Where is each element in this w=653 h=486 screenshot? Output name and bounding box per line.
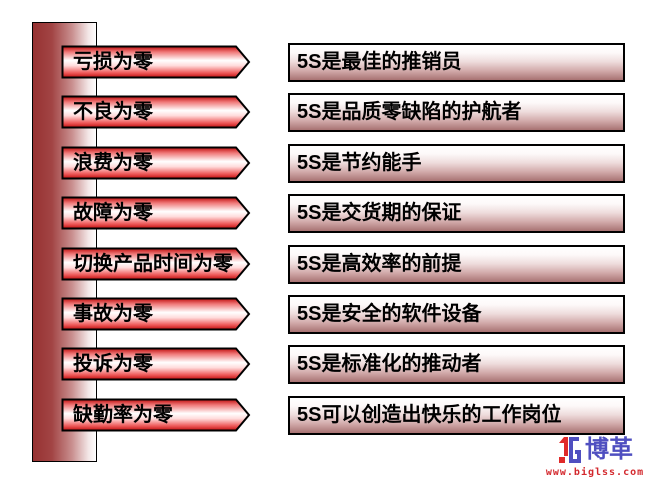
benefit-label: 5S是标准化的推动者 [297,353,482,376]
benefit-box: 5S是高效率的前提 [288,244,625,284]
zero-goal-label: 浪费为零 [73,151,153,174]
arrow-shape-icon [61,146,251,180]
left-gradient-bar [32,22,97,462]
benefit-box: 5S是最佳的推销员 [288,43,625,82]
diagram-row: 切换产品时间为零 5S是高效率的前提 [0,244,653,285]
zero-goal-label: 不良为零 [73,101,153,124]
zero-goal-arrow: 投诉为零 [61,347,251,381]
benefit-label: 5S是节约能手 [297,151,422,174]
zero-goal-arrow: 切换产品时间为零 [61,247,251,281]
zero-goal-arrow: 缺勤率为零 [61,398,251,432]
zero-goal-label: 投诉为零 [73,353,153,376]
diagram-row: 浪费为零 5S是节约能手 [0,143,653,184]
benefit-box: 5S是安全的软件设备 [288,295,625,334]
zero-goal-arrow: 亏损为零 [61,45,251,79]
benefit-box: 5S是标准化的推动者 [288,345,625,385]
arrow-shape-icon [61,398,251,432]
benefit-label: 5S是安全的软件设备 [297,303,482,325]
arrow-shape-icon [61,45,251,79]
diagram-row: 不良为零 5S是品质零缺陷的护航者 [0,93,653,133]
benefit-label: 5S是高效率的前提 [297,252,462,275]
arrow-shape-icon [61,196,251,230]
diagram-row: 缺勤率为零 5S可以创造出快乐的工作岗位 [0,395,653,436]
diagram-row: 亏损为零 5S是最佳的推销员 [0,43,653,83]
benefit-box: 5S是品质零缺陷的护航者 [288,93,625,133]
zero-goal-arrow: 故障为零 [61,196,251,230]
arrow-shape-icon [61,95,251,129]
diagram-row: 投诉为零 5S是标准化的推动者 [0,345,653,385]
benefit-label: 5S是交货期的保证 [297,202,462,225]
bg-logo-icon [559,437,581,463]
biglss-logo: 博革 www.biglss.com [541,436,649,482]
zero-goal-label: 切换产品时间为零 [73,252,233,275]
zero-goal-label: 故障为零 [73,202,153,225]
benefit-box: 5S是交货期的保证 [288,194,625,234]
benefit-box: 5S是节约能手 [288,143,625,183]
zero-goal-arrow: 浪费为零 [61,146,251,180]
zero-goal-arrow: 不良为零 [61,95,251,129]
arrow-shape-icon [61,347,251,381]
arrow-shape-icon [61,247,251,281]
zero-goal-label: 缺勤率为零 [73,403,173,426]
arrow-shape-icon [61,297,251,331]
zero-goal-label: 亏损为零 [73,51,153,73]
benefit-label: 5S可以创造出快乐的工作岗位 [297,403,562,426]
zero-goal-label: 事故为零 [73,303,153,325]
logo-url-text: www.biglss.com [545,467,645,478]
zero-goal-arrow: 事故为零 [61,297,251,331]
benefit-label: 5S是品质零缺陷的护航者 [297,101,522,124]
logo-brand-text: 博革 [585,436,633,463]
benefit-label: 5S是最佳的推销员 [297,51,462,73]
benefit-box: 5S可以创造出快乐的工作岗位 [288,395,625,435]
diagram-row: 故障为零 5S是交货期的保证 [0,194,653,234]
diagram-row: 事故为零 5S是安全的软件设备 [0,295,653,335]
